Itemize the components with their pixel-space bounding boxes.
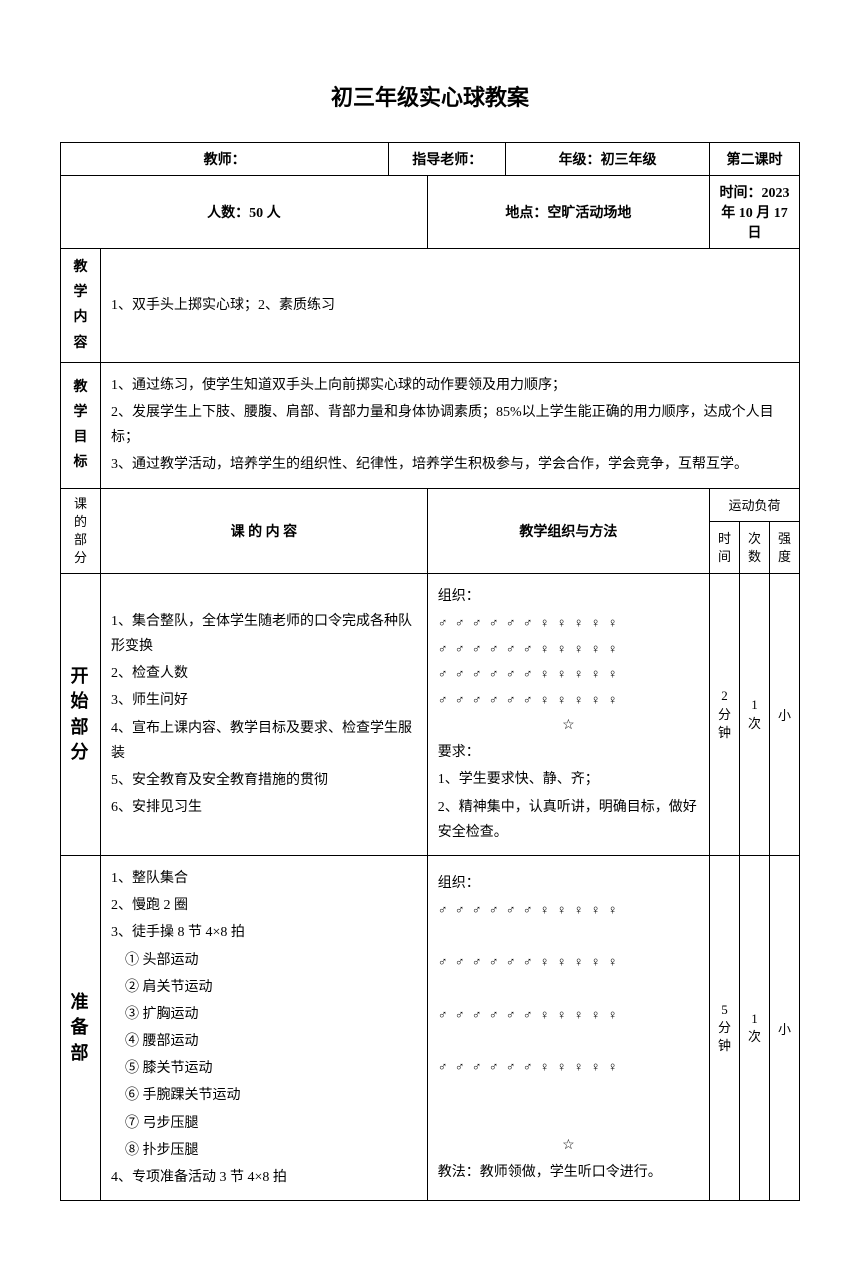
count-value: 50 人 xyxy=(249,206,281,221)
start-req-2: 2、精神集中，认真听讲，明确目标，做好安全检查。 xyxy=(438,795,699,845)
time-cell: 时间：2023 年 10 月 17 日 xyxy=(709,176,799,249)
lesson-plan-table: 教师： 指导老师： 年级：初三年级 第二课时 人数：50 人 地点：空旷活动场地… xyxy=(60,142,800,1201)
start-item-3: 3、师生问好 xyxy=(111,688,417,713)
prep-item: ③ 扩胸运动 xyxy=(111,1002,417,1027)
prep-method-title: 组织： xyxy=(438,871,699,896)
grade-label: 年级： xyxy=(559,153,601,168)
start-intensity: 小 xyxy=(769,574,799,856)
advisor-cell: 指导老师： xyxy=(389,143,506,176)
location-value: 空旷活动场地 xyxy=(547,206,631,221)
start-req-1: 1、学生要求快、静、齐； xyxy=(438,767,699,792)
count-label: 人数： xyxy=(207,206,249,221)
prep-teach-method: 教法：教师领做，学生听口令进行。 xyxy=(438,1160,699,1185)
goal-1: 1、通过练习，使学生知道双手头上向前掷实心球的动作要领及用力顺序； xyxy=(111,373,789,398)
intensity-header: 强度 xyxy=(769,522,799,574)
formation-row: ♂ ♂ ♂ ♂ ♂ ♂ ♀ ♀ ♀ ♀ ♀ xyxy=(438,898,699,921)
start-count: 1次 xyxy=(739,574,769,856)
count-header: 次数 xyxy=(739,522,769,574)
prep-item: ⑦ 弓步压腿 xyxy=(111,1111,417,1136)
prep-item: ⑧ 扑步压腿 xyxy=(111,1138,417,1163)
formation-row: ♂ ♂ ♂ ♂ ♂ ♂ ♀ ♀ ♀ ♀ ♀ xyxy=(438,688,699,711)
start-item-6: 6、安排见习生 xyxy=(111,795,417,820)
formation-row: ♂ ♂ ♂ ♂ ♂ ♂ ♀ ♀ ♀ ♀ ♀ xyxy=(438,1055,699,1078)
start-item-4: 4、宣布上课内容、教学目标及要求、检查学生服装 xyxy=(111,716,417,766)
formation-row: ♂ ♂ ♂ ♂ ♂ ♂ ♀ ♀ ♀ ♀ ♀ xyxy=(438,1003,699,1026)
location-cell: 地点：空旷活动场地 xyxy=(427,176,709,249)
teaching-content-label: 教 学内 容 xyxy=(61,249,101,363)
prep-item: ① 头部运动 xyxy=(111,948,417,973)
teaching-content-value: 1、双手头上掷实心球；2、素质练习 xyxy=(101,249,800,363)
star-icon: ☆ xyxy=(438,1133,699,1158)
prep-time: 5分钟 xyxy=(709,855,739,1200)
start-time: 2分钟 xyxy=(709,574,739,856)
grade-value: 初三年级 xyxy=(601,153,657,168)
start-method: 组织： ♂ ♂ ♂ ♂ ♂ ♂ ♀ ♀ ♀ ♀ ♀ ♂ ♂ ♂ ♂ ♂ ♂ ♀ … xyxy=(427,574,709,856)
start-item-5: 5、安全教育及安全教育措施的贯彻 xyxy=(111,768,417,793)
star-icon: ☆ xyxy=(438,713,699,738)
grade-cell: 年级：初三年级 xyxy=(506,143,710,176)
start-item-2: 2、检查人数 xyxy=(111,661,417,686)
count-cell: 人数：50 人 xyxy=(61,176,428,249)
formation-row: ♂ ♂ ♂ ♂ ♂ ♂ ♀ ♀ ♀ ♀ ♀ xyxy=(438,637,699,660)
goal-2: 2、发展学生上下肢、腰腹、肩部、背部力量和身体协调素质；85%以上学生能正确的用… xyxy=(111,400,789,450)
method-header: 教学组织与方法 xyxy=(427,488,709,574)
prep-item: 2、慢跑 2 圈 xyxy=(111,893,417,918)
start-section-label: 开始部分 xyxy=(61,574,101,856)
document-title: 初三年级实心球教案 xyxy=(60,80,800,112)
prep-count: 1次 xyxy=(739,855,769,1200)
course-part-header: 课的部分 xyxy=(61,488,101,574)
teacher-cell: 教师： xyxy=(61,143,389,176)
start-req-title: 要求： xyxy=(438,740,699,765)
course-content-header: 课 的 内 容 xyxy=(101,488,428,574)
period-cell: 第二课时 xyxy=(709,143,799,176)
teaching-goals: 1、通过练习，使学生知道双手头上向前掷实心球的动作要领及用力顺序； 2、发展学生… xyxy=(101,362,800,488)
prep-item: 1、整队集合 xyxy=(111,866,417,891)
teaching-goal-label: 教学目标 xyxy=(61,362,101,488)
prep-item: 3、徒手操 8 节 4×8 拍 xyxy=(111,920,417,945)
prep-item: ⑥ 手腕踝关节运动 xyxy=(111,1083,417,1108)
prep-item: ⑤ 膝关节运动 xyxy=(111,1056,417,1081)
location-label: 地点： xyxy=(505,206,547,221)
formation-row: ♂ ♂ ♂ ♂ ♂ ♂ ♀ ♀ ♀ ♀ ♀ xyxy=(438,611,699,634)
start-item-1: 1、集合整队，全体学生随老师的口令完成各种队形变换 xyxy=(111,609,417,659)
goal-3: 3、通过教学活动，培养学生的组织性、纪律性，培养学生积极参与，学会合作，学会竞争… xyxy=(111,452,789,477)
time-header: 时间 xyxy=(709,522,739,574)
prep-item: ② 肩关节运动 xyxy=(111,975,417,1000)
formation-row: ♂ ♂ ♂ ♂ ♂ ♂ ♀ ♀ ♀ ♀ ♀ xyxy=(438,950,699,973)
formation-row: ♂ ♂ ♂ ♂ ♂ ♂ ♀ ♀ ♀ ♀ ♀ xyxy=(438,662,699,685)
prep-content: 1、整队集合 2、慢跑 2 圈 3、徒手操 8 节 4×8 拍 ① 头部运动 ②… xyxy=(101,855,428,1200)
prep-method: 组织： ♂ ♂ ♂ ♂ ♂ ♂ ♀ ♀ ♀ ♀ ♀ ♂ ♂ ♂ ♂ ♂ ♂ ♀ … xyxy=(427,855,709,1200)
time-label: 时间： xyxy=(719,186,761,201)
prep-intensity: 小 xyxy=(769,855,799,1200)
prep-item: 4、专项准备活动 3 节 4×8 拍 xyxy=(111,1165,417,1190)
start-content: 1、集合整队，全体学生随老师的口令完成各种队形变换 2、检查人数 3、师生问好 … xyxy=(101,574,428,856)
prep-section-label: 准备部 xyxy=(61,855,101,1200)
prep-item: ④ 腰部运动 xyxy=(111,1029,417,1054)
load-header: 运动负荷 xyxy=(709,488,799,522)
start-method-title: 组织： xyxy=(438,584,699,609)
